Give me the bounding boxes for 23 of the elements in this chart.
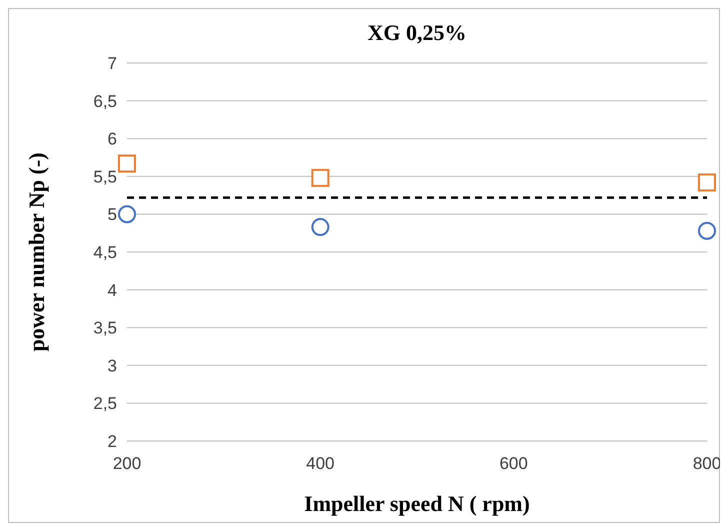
x-tick-label: 200 (112, 454, 142, 473)
y-tick-label: 5 (108, 205, 117, 224)
x-tick-label: 400 (306, 454, 335, 473)
y-tick-label: 2,5 (93, 394, 117, 414)
point (698, 173, 716, 192)
point (118, 205, 136, 224)
y-tick-label: 3 (108, 356, 117, 376)
x-axis-title: Impeller speed N ( rpm) (304, 491, 530, 516)
y-tick-label: 4,5 (93, 242, 117, 262)
y-tick-label: 4 (108, 280, 117, 300)
point (118, 154, 136, 173)
point (698, 222, 716, 240)
y-axis-title: power number Np (-) (24, 152, 49, 352)
y-tick-label: 7 (108, 54, 117, 73)
y-tick-label: 3,5 (93, 318, 117, 338)
y-tick-label: 2 (108, 432, 117, 451)
point (311, 168, 330, 187)
y-tick-label: 5,5 (93, 167, 117, 186)
y-tick-label: 6,5 (93, 92, 117, 111)
point (311, 218, 330, 236)
x-tick-label: 600 (499, 454, 528, 473)
chart-title: XG 0,25% (368, 20, 466, 45)
y-tick-label: 6 (108, 130, 117, 149)
